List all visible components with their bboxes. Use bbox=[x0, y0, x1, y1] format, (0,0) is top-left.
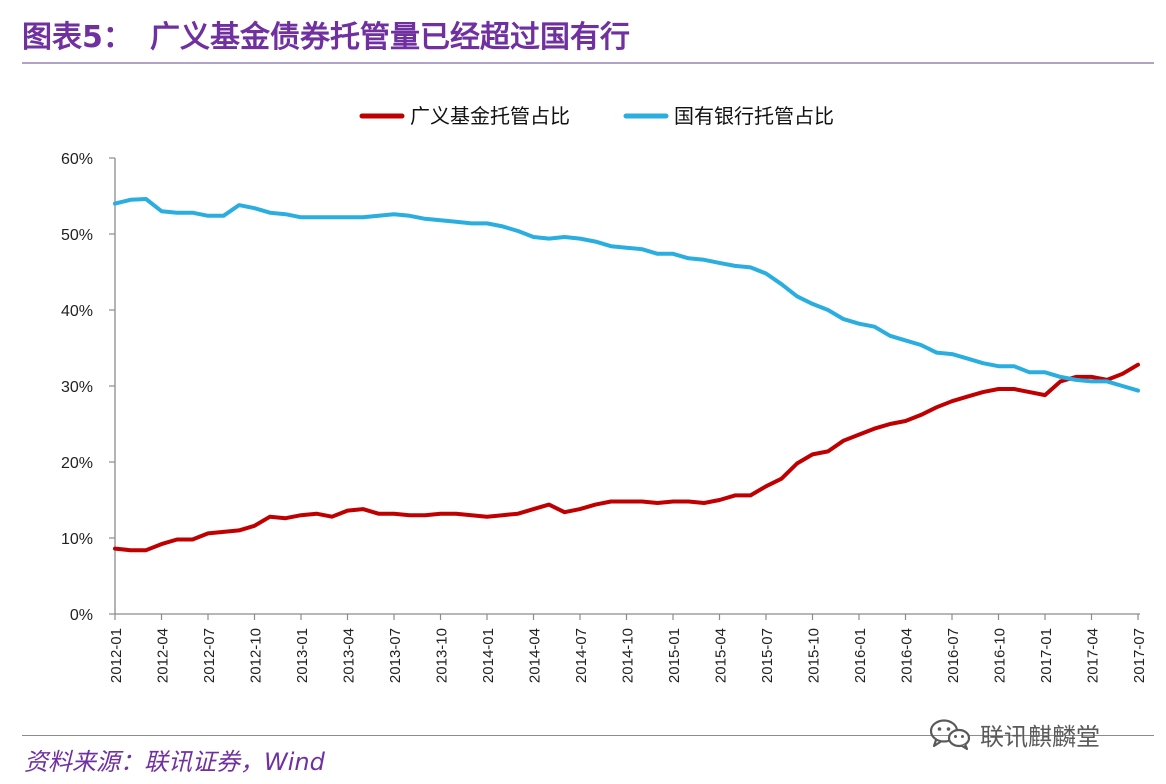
source-note: 资料来源：联讯证券，Wind bbox=[24, 748, 325, 776]
x-tick-label: 2016-01 bbox=[852, 628, 869, 683]
wechat-icon bbox=[928, 717, 972, 751]
legend-label-2: 国有银行托管占比 bbox=[674, 105, 834, 128]
y-tick-label: 50% bbox=[61, 227, 93, 244]
figure-label: 图表5： bbox=[22, 20, 133, 55]
title-underline bbox=[22, 62, 1154, 64]
x-tick-label: 2014-07 bbox=[573, 628, 590, 683]
x-tick-label: 2013-01 bbox=[294, 628, 311, 683]
source-divider bbox=[22, 735, 1154, 736]
y-tick-label: 10% bbox=[61, 531, 93, 548]
y-tick-label: 0% bbox=[70, 607, 93, 624]
x-tick-label: 2013-04 bbox=[341, 628, 358, 683]
x-tick-label: 2015-01 bbox=[666, 628, 683, 683]
x-tick-label: 2017-04 bbox=[1085, 628, 1102, 683]
y-tick-label: 30% bbox=[61, 379, 93, 396]
y-tick-label: 60% bbox=[61, 151, 93, 168]
x-tick-label: 2013-07 bbox=[387, 628, 404, 683]
x-tick-label: 2015-04 bbox=[713, 628, 730, 683]
x-tick-label: 2017-07 bbox=[1131, 628, 1148, 683]
x-tick-label: 2017-01 bbox=[1038, 628, 1055, 683]
watermark-text: 联讯麒麟堂 bbox=[980, 722, 1100, 751]
legend-label-1: 广义基金托管占比 bbox=[410, 105, 570, 128]
x-tick-label: 2015-07 bbox=[759, 628, 776, 683]
x-tick-label: 2013-10 bbox=[434, 628, 451, 683]
x-tick-label: 2016-10 bbox=[992, 628, 1009, 683]
x-tick-label: 2014-01 bbox=[480, 628, 497, 683]
x-tick-label: 2016-07 bbox=[945, 628, 962, 683]
figure-title-bar: 图表5： 广义基金债券托管量已经超过国有行 bbox=[22, 14, 630, 62]
watermark: 联讯麒麟堂 bbox=[928, 714, 1100, 754]
y-tick-label: 20% bbox=[61, 455, 93, 472]
figure-title: 广义基金债券托管量已经超过国有行 bbox=[150, 20, 630, 55]
series-line-2 bbox=[113, 197, 1140, 393]
series-line-1 bbox=[113, 362, 1140, 553]
x-tick-label: 2016-04 bbox=[899, 628, 916, 683]
x-tick-label: 2012-10 bbox=[248, 628, 265, 683]
x-tick-label: 2012-07 bbox=[201, 628, 218, 683]
x-tick-label: 2012-01 bbox=[108, 628, 125, 683]
line-chart: 0% 10% 20% 30% 40% 50% 60% 2012-01 2012-04 2012-0… bbox=[61, 105, 1148, 683]
y-tick-label: 40% bbox=[61, 303, 93, 320]
x-tick-label: 2012-04 bbox=[155, 628, 172, 683]
x-tick-label: 2014-04 bbox=[527, 628, 544, 683]
x-tick-label: 2014-10 bbox=[620, 628, 637, 683]
x-tick-label: 2015-10 bbox=[806, 628, 823, 683]
